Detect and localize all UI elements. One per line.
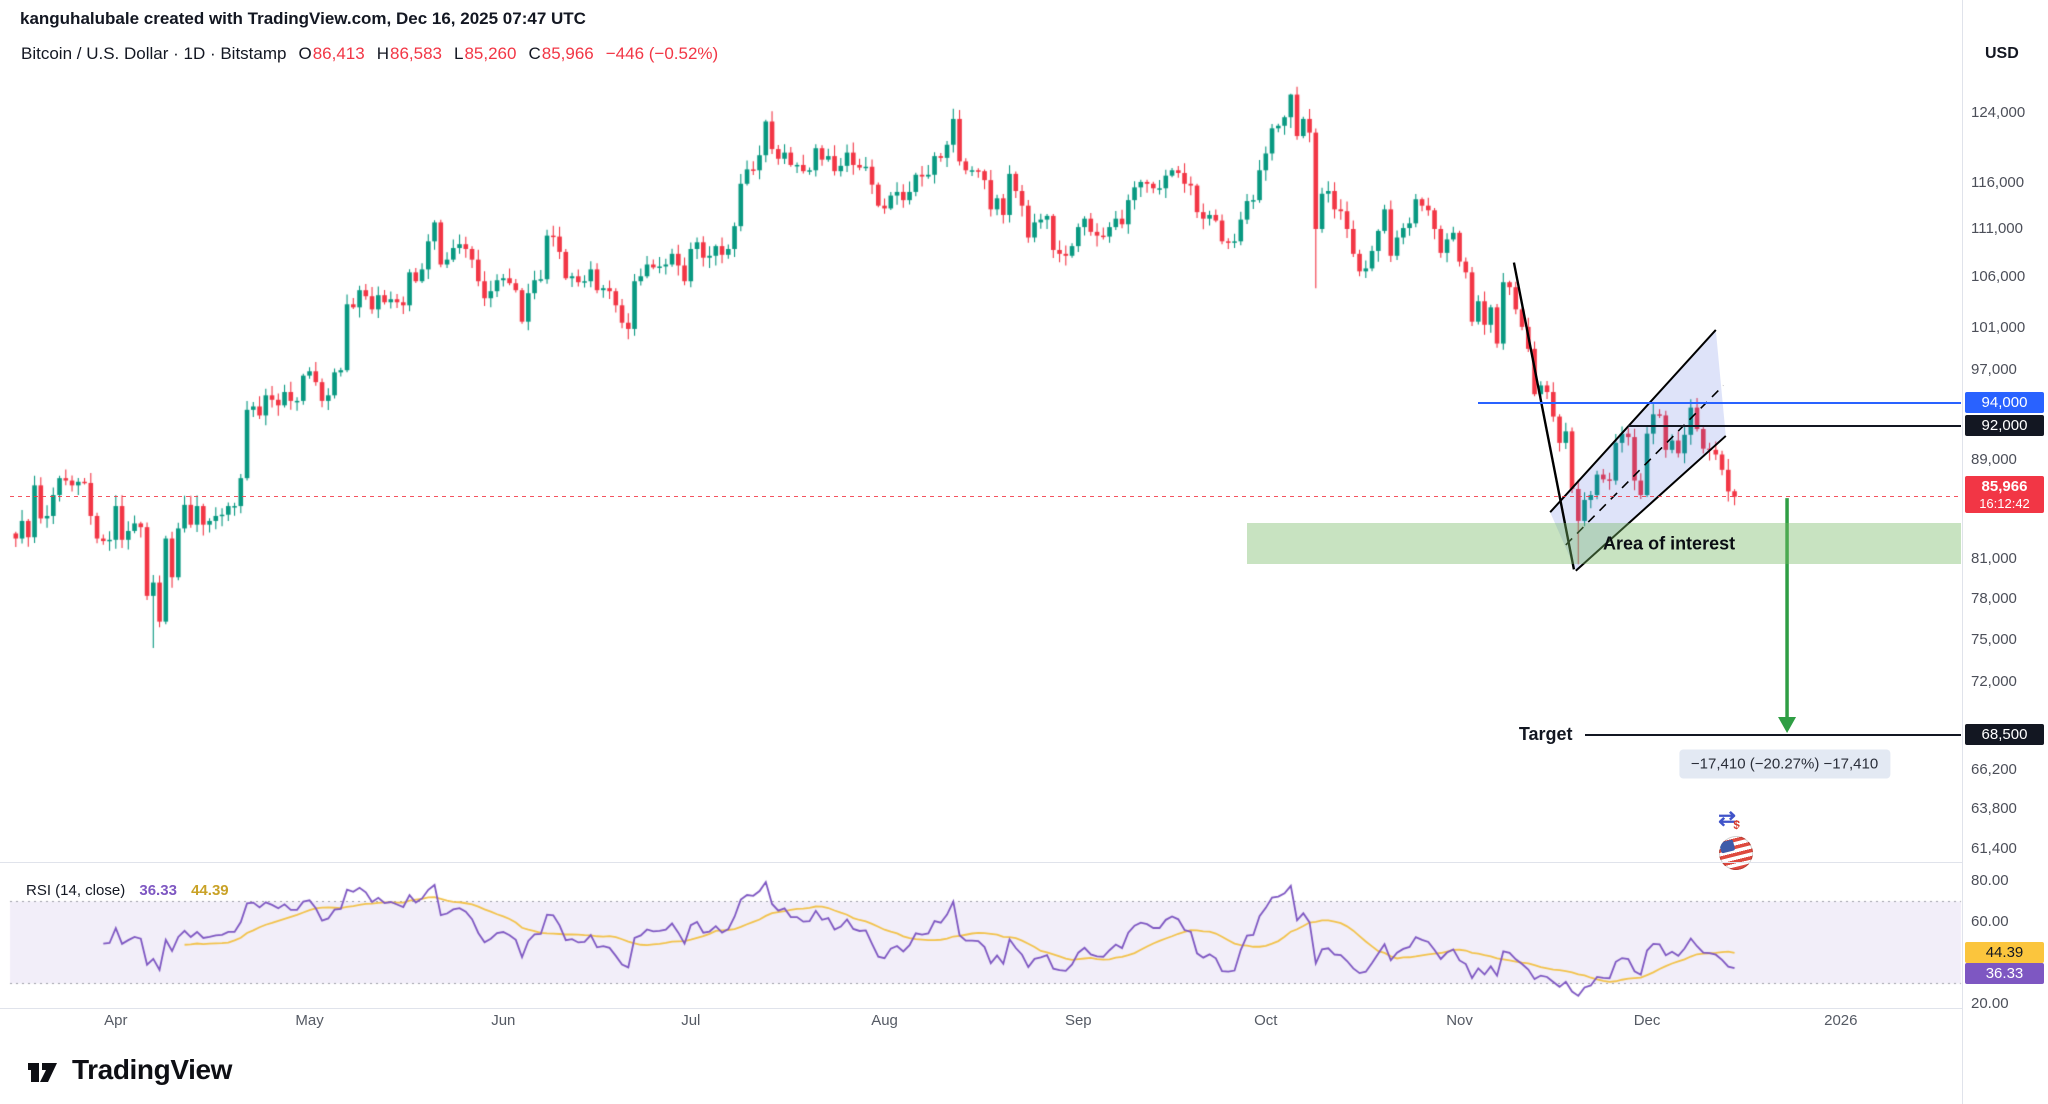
rsi-value-badge: 44.39 <box>1965 942 2044 963</box>
price-tick: 97,000 <box>1971 361 2017 379</box>
ohlc-value: 85,260 <box>464 44 517 63</box>
measured-move-label[interactable]: −17,410 (−20.27%) −17,410 <box>1678 749 1891 779</box>
ohlc-key: L <box>453 44 464 63</box>
rsi-legend: RSI (14, close) 36.33 44.39 <box>26 882 229 899</box>
flag-canton <box>1719 839 1736 854</box>
bar-countdown-timer: 16:12:42 <box>1979 495 2030 511</box>
price-tick: 61,400 <box>1971 840 2017 858</box>
time-axis-label: Sep <box>1064 1012 1092 1029</box>
time-axis-label: Dec <box>1633 1012 1661 1029</box>
price-tick: 101,000 <box>1971 318 2026 336</box>
ohlc-value: 85,966 <box>541 44 594 63</box>
price-tick: 72,000 <box>1971 673 2017 691</box>
ohlc-value: 86,413 <box>312 44 365 63</box>
tradingview-wordmark[interactable]: TradingView <box>72 1054 233 1085</box>
price-axis[interactable]: USD 85,966 16:12:42 124,000 116,000 111,00… <box>1962 0 2048 1104</box>
time-axis-label: Jul <box>681 1012 701 1029</box>
price-level-badge-level-92000: 92,000 <box>1965 414 2044 436</box>
exchange-arrows-glyph: ⇄ <box>1718 806 1736 830</box>
current-price-value: 85,966 <box>1981 477 2028 495</box>
time-axis-label: Nov <box>1446 1012 1473 1029</box>
dollar-glyph: $ <box>1733 818 1740 832</box>
target-line-68500[interactable] <box>1584 733 1961 736</box>
area-of-interest-zone[interactable]: Area of interest <box>1247 523 1961 565</box>
current-price-badge: 85,966 16:12:42 <box>1965 475 2044 513</box>
price-level-badge-target-68500: 68,500 <box>1965 723 2044 745</box>
symbol-title[interactable]: Bitcoin / U.S. Dollar · 1D · Bitstamp <box>21 44 287 63</box>
price-tick: 111,000 <box>1971 220 2023 237</box>
time-axis-label: Aug <box>871 1012 898 1029</box>
price-level-badge-level-94000: 94,000 <box>1965 392 2044 414</box>
time-axis-label: Jun <box>491 1012 516 1029</box>
rsi-value-badge: 36.33 <box>1965 962 2044 984</box>
ohlc-key: O <box>298 44 312 63</box>
tradingview-logo[interactable] <box>24 1052 60 1088</box>
price-tick: 124,000 <box>1971 104 2026 121</box>
time-axis-label: May <box>295 1012 324 1029</box>
ohlc-value: 86,583 <box>389 44 442 63</box>
price-tick: 78,000 <box>1971 589 2017 607</box>
rsi-indicator-title[interactable]: RSI (14, close) <box>26 882 126 899</box>
target-label: Target <box>1518 723 1573 744</box>
resistance-line-94000[interactable] <box>1478 402 1961 405</box>
ohlc-values: O86,413 H86,583 L85,260 C85,966 <box>286 44 593 64</box>
support-line-92000[interactable] <box>1628 424 1961 427</box>
rsi-tick: 20.00 <box>1971 995 2009 1012</box>
rsi-tick: 60.00 <box>1971 913 2009 930</box>
symbol-legend: Bitcoin / U.S. Dollar · 1D · Bitstamp O8… <box>21 44 718 64</box>
price-tick: 63,800 <box>1971 800 2017 818</box>
current-price-line <box>10 495 1961 498</box>
time-axis-label: Oct <box>1254 1012 1278 1029</box>
rsi-value: 36.33 <box>139 882 177 899</box>
time-axis-label: 2026 <box>1824 1012 1858 1029</box>
axis-currency-label[interactable]: USD <box>1985 45 2019 62</box>
price-tick: 66,200 <box>1971 761 2017 779</box>
price-tick: 116,000 <box>1971 173 2025 191</box>
ohlc-key: H <box>376 44 389 63</box>
rsi-tick: 80.00 <box>1971 872 2009 889</box>
change-value: −446 (−0.52%) <box>605 44 719 63</box>
price-tick: 75,000 <box>1971 630 2017 648</box>
time-axis-separator <box>0 1008 2048 1009</box>
time-axis[interactable]: Apr May Jun Jul Aug Sep Oct Nov Dec 2026 <box>0 1008 1962 1104</box>
ohlc-key: C <box>528 44 541 63</box>
footer-branding: TradingView <box>24 1052 232 1088</box>
time-axis-label: Apr <box>104 1012 128 1029</box>
price-tick: 89,000 <box>1971 451 2017 469</box>
attribution-text: kanguhalubale created with TradingView.c… <box>20 9 586 28</box>
area-of-interest-label: Area of interest <box>1603 533 1736 554</box>
rsi-ma-value: 44.39 <box>191 882 229 899</box>
price-tick: 81,000 <box>1971 550 2017 567</box>
price-tick: 106,000 <box>1971 268 2026 286</box>
currency-exchange-emoji[interactable]: ⇄ $ <box>1712 803 1742 833</box>
pane-separator[interactable] <box>0 862 2048 863</box>
